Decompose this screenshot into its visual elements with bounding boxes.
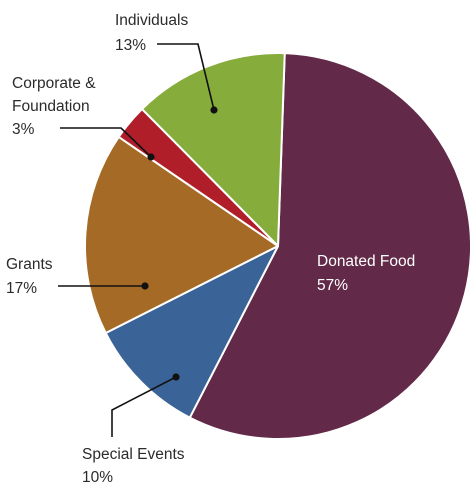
slice-donated-food	[188, 52, 470, 441]
label-individuals-name: Individuals	[115, 12, 188, 29]
leader-line-individuals	[157, 43, 215, 111]
label-special-events-name: Special Events	[82, 446, 185, 463]
label-corporate-foundation-value: 3%	[12, 121, 35, 138]
leader-line-special-events	[111, 376, 177, 437]
slice-special-events	[104, 245, 279, 419]
label-special-events-value: 10%	[82, 469, 113, 485]
label-donated-food-value: 57%	[317, 277, 348, 294]
slice-individuals	[141, 52, 286, 247]
leader-line-corporate-foundation	[60, 127, 152, 158]
leader-dot-corporate-foundation	[147, 153, 155, 161]
label-corporate-foundation-name: Corporate & Foundation	[12, 75, 100, 115]
label-grants-value: 17%	[6, 280, 37, 297]
slice-grants	[84, 135, 279, 335]
leader-dot-special-events	[172, 373, 180, 381]
label-grants-name: Grants	[6, 256, 53, 273]
label-donated-food-name: Donated Food	[317, 253, 415, 270]
slice-labels: Individuals 13% Corporate & Foundation 3…	[6, 12, 415, 485]
leader-dot-grants	[141, 282, 149, 290]
pie-slices	[84, 52, 470, 441]
leader-dot-individuals	[210, 106, 218, 114]
leader-lines	[58, 43, 218, 437]
label-individuals-value: 13%	[115, 37, 146, 54]
